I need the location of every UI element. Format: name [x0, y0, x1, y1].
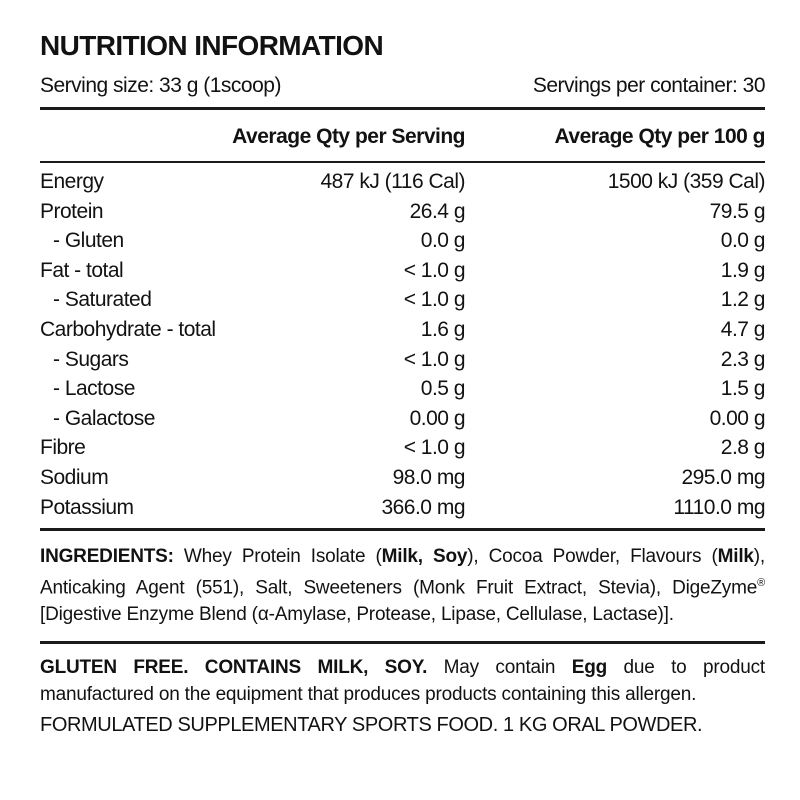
table-row: Sodium 98.0 mg 295.0 mg	[40, 463, 766, 493]
per-serving-value: 0.00 g	[409, 406, 466, 430]
per-serving-value: 0.5 g	[420, 377, 466, 401]
nutrient-name: Fat - total	[40, 258, 124, 282]
divider	[40, 528, 765, 532]
nutrition-label: NUTRITION INFORMATION Serving size: 33 g…	[40, 30, 766, 739]
allergen-highlight: Milk	[717, 546, 754, 568]
formulated-statement: FORMULATED SUPPLEMENTARY SPORTS FOOD. 1 …	[40, 714, 703, 737]
nutrient-name: Fibre	[40, 436, 86, 460]
table-row: - Gluten 0.0 g 0.0 g	[40, 226, 766, 256]
per-serving-value: < 1.0 g	[403, 258, 466, 282]
ingredients-heading: INGREDIENTS:	[40, 546, 184, 568]
nutrient-name: Energy	[40, 170, 104, 193]
per-serving-value: < 1.0 g	[403, 347, 466, 371]
nutrition-table: Energy 487 kJ (116 Cal) 1500 kJ (359 Cal…	[40, 163, 766, 528]
allergen-highlight: Egg	[571, 657, 608, 679]
serving-info-row: Serving size: 33 g (1scoop) Servings per…	[40, 73, 766, 99]
table-row: Energy 487 kJ (116 Cal) 1500 kJ (359 Cal…	[40, 167, 766, 197]
per-serving-value: 1.6 g	[420, 317, 466, 341]
divider	[40, 641, 765, 645]
table-header-row: Average Qty per Serving Average Qty per …	[40, 110, 765, 161]
per-100g-value: 0.00 g	[709, 406, 766, 430]
column-header-per-100g: Average Qty per 100 g	[554, 125, 766, 148]
registered-trademark-symbol: ®	[757, 577, 765, 590]
per-100g-value: 1500 kJ (359 Cal)	[607, 170, 766, 193]
ingredients-text: ), Cocoa Powder, Flavours (	[467, 546, 718, 568]
per-serving-value: 98.0 mg	[392, 465, 466, 489]
per-100g-value: 1.5 g	[720, 377, 766, 401]
per-100g-value: 4.7 g	[720, 317, 766, 341]
ingredients-text: [Digestive Enzyme Blend (α-Amylase, Prot…	[40, 604, 674, 626]
per-100g-value: 2.3 g	[720, 347, 766, 371]
nutrient-name: - Galactose	[53, 406, 155, 430]
table-row: Potassium 366.0 mg 1110.0 mg	[40, 493, 766, 523]
per-100g-value: 2.8 g	[720, 436, 766, 460]
allergen-text: May contain	[443, 657, 572, 679]
per-serving-value: 487 kJ (116 Cal)	[320, 170, 465, 193]
divider	[40, 107, 765, 110]
per-serving-value: < 1.0 g	[403, 288, 466, 312]
servings-per-container-text: Servings per container: 30	[532, 74, 766, 97]
per-100g-value: 0.0 g	[720, 229, 766, 253]
per-100g-value: 79.5 g	[709, 199, 766, 223]
divider	[40, 161, 765, 163]
nutrient-name: Carbohydrate - total	[40, 317, 216, 341]
allergen-text: due to product manufactured on the equip…	[40, 657, 765, 706]
per-100g-value: 1110.0 mg	[673, 495, 765, 519]
allergen-highlight: Milk, Soy	[381, 546, 468, 568]
per-serving-value: 0.0 g	[420, 229, 466, 253]
nutrient-name: - Saturated	[53, 288, 152, 312]
table-row: Carbohydrate - total 1.6 g 4.7 g	[40, 315, 766, 345]
per-100g-value: 1.2 g	[720, 288, 766, 312]
table-row: - Sugars < 1.0 g 2.3 g	[40, 345, 766, 375]
page-title: NUTRITION INFORMATION	[40, 30, 384, 61]
nutrient-name: - Gluten	[53, 229, 124, 253]
nutrient-name: Potassium	[40, 495, 134, 519]
nutrient-name: - Lactose	[53, 377, 135, 401]
nutrient-name: - Sugars	[53, 347, 129, 371]
ingredients-paragraph: INGREDIENTS: Whey Protein Isolate (Milk,…	[40, 543, 765, 628]
table-row: Fat - total < 1.0 g 1.9 g	[40, 256, 766, 286]
per-100g-value: 295.0 mg	[681, 465, 765, 489]
ingredients-text: Whey Protein Isolate (	[183, 546, 382, 568]
serving-size-text: Serving size: 33 g (1scoop)	[40, 74, 281, 97]
table-row: - Lactose 0.5 g 1.5 g	[40, 374, 766, 404]
per-serving-value: 26.4 g	[409, 199, 466, 223]
table-row: - Galactose 0.00 g 0.00 g	[40, 404, 766, 434]
table-row: Protein 26.4 g 79.5 g	[40, 197, 766, 227]
column-header-per-serving: Average Qty per Serving	[232, 125, 465, 148]
nutrient-name: Protein	[40, 199, 104, 223]
allergen-statement: GLUTEN FREE. CONTAINS MILK, SOY.	[40, 657, 444, 679]
table-row: - Saturated < 1.0 g 1.2 g	[40, 285, 766, 315]
per-100g-value: 1.9 g	[720, 258, 766, 282]
per-serving-value: 366.0 mg	[381, 495, 465, 519]
per-serving-value: < 1.0 g	[403, 436, 466, 460]
allergen-paragraph: GLUTEN FREE. CONTAINS MILK, SOY. May con…	[40, 654, 765, 708]
nutrient-name: Sodium	[40, 465, 109, 489]
ingredients-text: ), Anticaking Agent (551), Salt, Sweeten…	[40, 546, 765, 599]
table-row: Fibre < 1.0 g 2.8 g	[40, 433, 766, 463]
